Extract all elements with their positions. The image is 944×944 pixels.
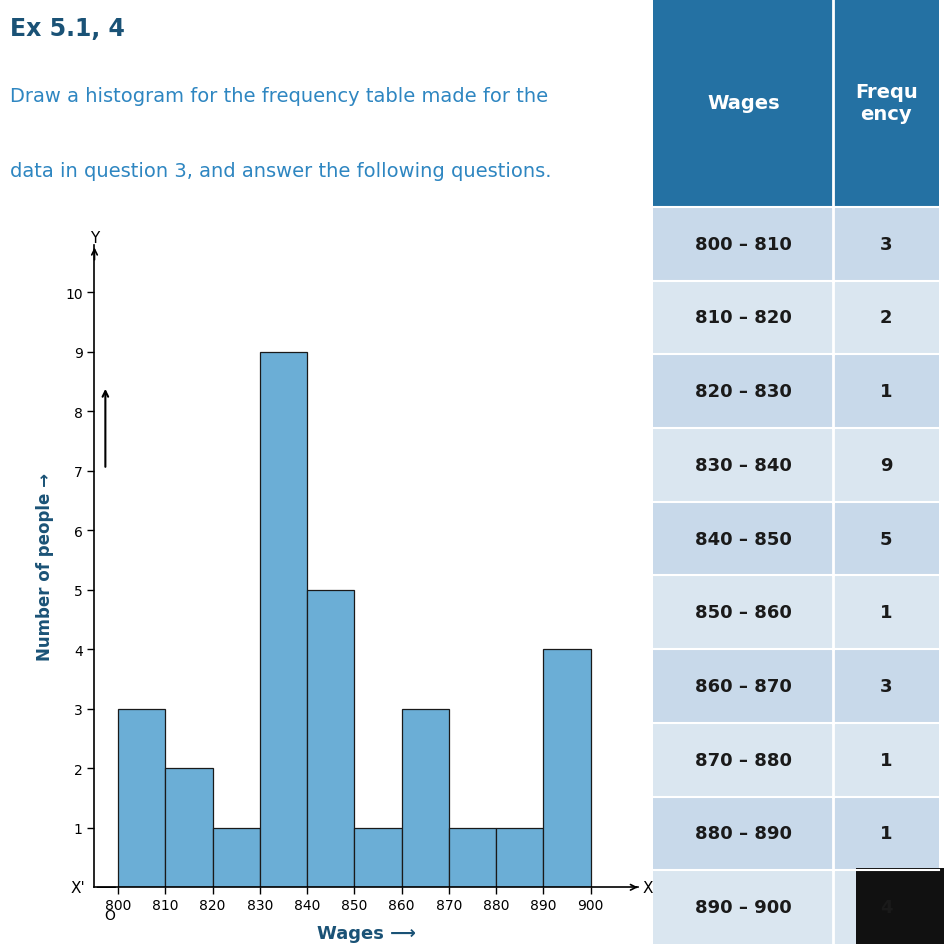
Text: 1: 1 bbox=[879, 603, 891, 622]
Text: 820 – 830: 820 – 830 bbox=[694, 382, 791, 401]
Text: X': X' bbox=[70, 880, 85, 895]
Text: 5: 5 bbox=[879, 530, 891, 548]
Text: 1: 1 bbox=[879, 824, 891, 843]
Text: 3: 3 bbox=[879, 235, 891, 254]
Bar bbox=[833, 281, 938, 355]
Bar bbox=[652, 576, 833, 649]
Text: O: O bbox=[104, 908, 115, 922]
FancyBboxPatch shape bbox=[652, 0, 833, 208]
Text: Frequ
ency: Frequ ency bbox=[854, 83, 917, 125]
Bar bbox=[833, 797, 938, 870]
Bar bbox=[833, 208, 938, 281]
Bar bbox=[118, 709, 165, 887]
Bar bbox=[448, 828, 496, 887]
Text: 880 – 890: 880 – 890 bbox=[694, 824, 791, 843]
Text: 830 – 840: 830 – 840 bbox=[694, 456, 791, 475]
Bar bbox=[212, 828, 260, 887]
Text: 2: 2 bbox=[879, 309, 891, 328]
Text: 890 – 900: 890 – 900 bbox=[694, 898, 791, 917]
Bar bbox=[652, 208, 833, 281]
Text: 9: 9 bbox=[879, 456, 891, 475]
Text: data in question 3, and answer the following questions.: data in question 3, and answer the follo… bbox=[9, 162, 550, 181]
Bar bbox=[833, 576, 938, 649]
Text: Ex 5.1, 4: Ex 5.1, 4 bbox=[9, 17, 125, 41]
Text: 3: 3 bbox=[879, 677, 891, 696]
Bar bbox=[496, 828, 543, 887]
Bar bbox=[652, 723, 833, 797]
Text: 850 – 860: 850 – 860 bbox=[694, 603, 791, 622]
Text: Draw a histogram for the frequency table made for the: Draw a histogram for the frequency table… bbox=[9, 87, 548, 107]
Text: 860 – 870: 860 – 870 bbox=[694, 677, 791, 696]
Bar bbox=[833, 502, 938, 576]
Bar bbox=[165, 768, 212, 887]
Bar bbox=[833, 429, 938, 502]
Bar bbox=[855, 868, 944, 944]
Bar bbox=[543, 649, 590, 887]
Text: 4: 4 bbox=[879, 898, 891, 917]
Bar bbox=[652, 797, 833, 870]
Bar bbox=[652, 649, 833, 723]
Bar bbox=[833, 870, 938, 944]
Text: 840 – 850: 840 – 850 bbox=[694, 530, 791, 548]
Text: 1: 1 bbox=[879, 750, 891, 769]
Bar bbox=[354, 828, 401, 887]
Bar bbox=[307, 590, 354, 887]
Bar bbox=[652, 429, 833, 502]
Text: 870 – 880: 870 – 880 bbox=[694, 750, 791, 769]
Bar bbox=[833, 649, 938, 723]
Text: 800 – 810: 800 – 810 bbox=[694, 235, 791, 254]
Bar bbox=[401, 709, 448, 887]
Text: Y: Y bbox=[90, 230, 99, 245]
X-axis label: Wages ⟶: Wages ⟶ bbox=[316, 923, 415, 941]
Bar bbox=[652, 870, 833, 944]
Text: 810 – 820: 810 – 820 bbox=[694, 309, 791, 328]
Bar bbox=[260, 352, 307, 887]
Text: X: X bbox=[642, 880, 652, 895]
Bar bbox=[833, 355, 938, 429]
Bar bbox=[652, 281, 833, 355]
Text: Wages: Wages bbox=[706, 94, 779, 113]
FancyBboxPatch shape bbox=[833, 0, 938, 208]
Bar bbox=[833, 723, 938, 797]
Text: 1: 1 bbox=[879, 382, 891, 401]
Bar bbox=[652, 502, 833, 576]
Y-axis label: Number of people →: Number of people → bbox=[36, 473, 54, 660]
Bar bbox=[652, 355, 833, 429]
